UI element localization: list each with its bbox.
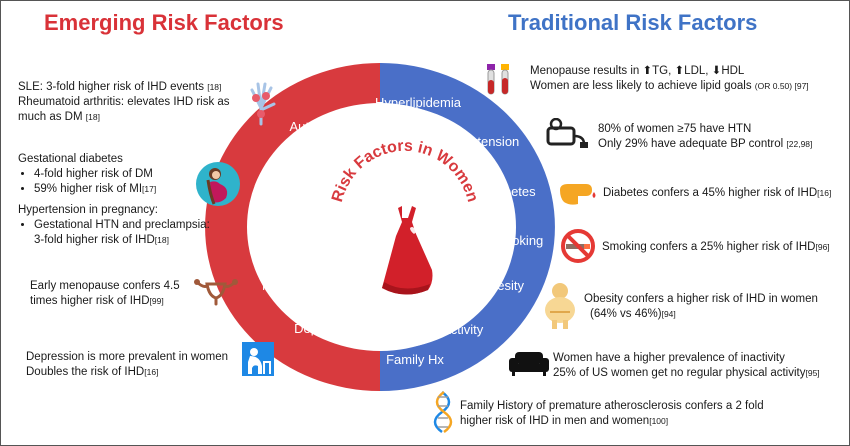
- family-history-note: Family History of premature atherosclero…: [460, 400, 764, 427]
- obesity-note: Obesity confers a higher risk of IHD in …: [584, 293, 818, 320]
- blood-tubes-icon: [487, 64, 509, 95]
- red-dress-icon: [382, 206, 433, 295]
- couch-icon: [509, 352, 549, 376]
- pregnant-woman-icon: [196, 162, 240, 206]
- menopause-note: Early menopause confers 4.5 times higher…: [30, 280, 180, 307]
- depressed-person-icon: [242, 342, 274, 376]
- dna-icon: [433, 390, 453, 434]
- segment-pregnancy: Pregnancy: [253, 193, 316, 208]
- blood-pressure-monitor-icon: [546, 118, 588, 148]
- hyperlipidemia-note: Menopause results in ⬆TG, ⬆LDL, ⬇HDL Wom…: [530, 65, 809, 92]
- emerging-heading: Emerging Risk Factors: [44, 10, 284, 35]
- obese-person-icon: [545, 283, 575, 329]
- segment-autoimmune-dz: Dz: [290, 138, 306, 153]
- traditional-heading: Traditional Risk Factors: [508, 10, 758, 35]
- up-arrow-icon: ⬆: [674, 65, 685, 77]
- segment-menopause: Menopause: [262, 278, 330, 293]
- wheel-right-half: [380, 63, 555, 391]
- diabetes-note: Diabetes confers a 45% higher risk of IH…: [603, 187, 832, 199]
- hypertension-note: 80% of women ≥75 have HTN Only 29% have …: [598, 123, 813, 150]
- segment-autoimmune: Autoimmune: [290, 119, 363, 134]
- finger-prick-icon: [560, 184, 596, 205]
- segment-hyperlipidemia: Hyperlipidemia: [375, 95, 462, 110]
- hand-joints-icon: [250, 82, 276, 126]
- segment-hypertension: Hypertension: [443, 134, 520, 149]
- segment-family-hx: Family Hx: [386, 352, 444, 367]
- wheel-inner-circle: [260, 105, 516, 349]
- segment-depression: Depression: [294, 321, 360, 336]
- segment-obesity: Obesity: [480, 278, 525, 293]
- segment-inactivity: Inactivity: [433, 322, 484, 337]
- autoimmune-note: SLE: 3-fold higher risk of IHD events [1…: [18, 81, 230, 123]
- segment-smoking: Smoking: [493, 233, 544, 248]
- uterus-icon: [194, 279, 238, 306]
- no-smoking-icon: [561, 229, 595, 263]
- down-arrow-icon: ⬇: [711, 65, 722, 77]
- inactivity-note: Women have a higher prevalence of inacti…: [553, 352, 820, 379]
- up-arrow-icon: ⬆: [642, 65, 653, 77]
- depression-note: Depression is more prevalent in women Do…: [26, 351, 228, 378]
- smoking-note: Smoking confers a 25% higher risk of IHD…: [602, 241, 830, 253]
- pregnancy-note: Gestational diabetes 4-fold higher risk …: [18, 152, 210, 248]
- segment-diabetes: Diabetes: [484, 184, 536, 199]
- wheel-left-half: [205, 63, 380, 391]
